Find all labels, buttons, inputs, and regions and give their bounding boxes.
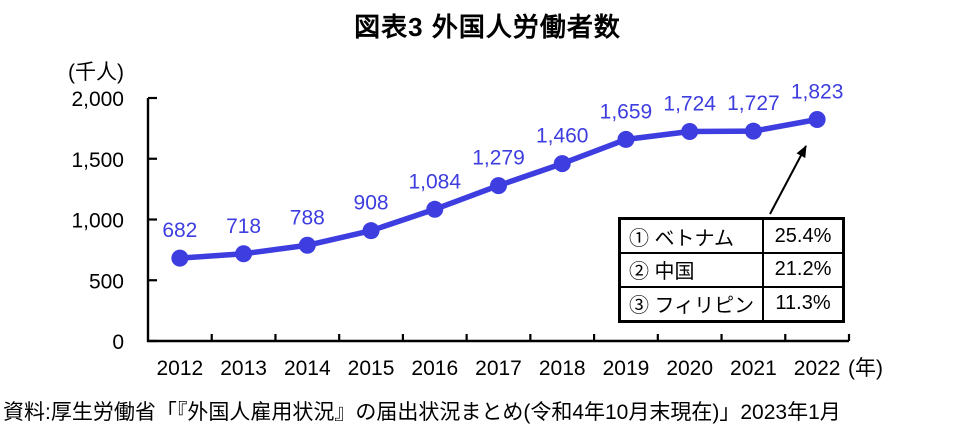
data-point-label: 682 [162, 219, 197, 242]
data-point [553, 155, 571, 173]
x-axis-tick-label: 2015 [348, 357, 395, 380]
data-point-label: 908 [354, 192, 389, 215]
nationality-ranking-table: ① ベトナム 25.4% ② 中国 21.2% ③ フィリピン 11.3% [618, 217, 845, 323]
annotation-arrow [769, 145, 807, 215]
data-point-label: 718 [226, 215, 261, 238]
x-axis-tick-label: 2022 [794, 357, 841, 380]
y-axis-tick-label: 1,500 [71, 149, 124, 172]
y-axis-unit-label: (千人) [68, 61, 124, 84]
x-axis-tick-label: 2012 [157, 357, 204, 380]
x-axis-tick-label: 2021 [730, 357, 777, 380]
data-point [235, 245, 253, 263]
table-row: ③ フィリピン 11.3% [618, 285, 845, 323]
data-point [171, 249, 189, 267]
data-point [426, 200, 444, 218]
source-note: 資料:厚生労働省「『外国人雇用状況』の届出状況まとめ(令和4年10月末現在)」2… [3, 401, 841, 424]
x-axis-tick-label: 2020 [666, 357, 713, 380]
rank-percent: 25.4% [762, 217, 845, 255]
data-point-label: 1,727 [727, 92, 780, 115]
x-axis-tick-label: 2018 [539, 357, 586, 380]
data-point-label: 1,724 [663, 93, 716, 116]
data-point-label: 1,084 [408, 170, 461, 193]
rank-percent: 21.2% [762, 252, 845, 288]
chart-title: 図表3 外国人労働者数 [354, 12, 621, 42]
x-axis-tick-label: 2017 [475, 357, 522, 380]
table-row: ① ベトナム 25.4% [618, 217, 845, 255]
rank-label: ② 中国 [618, 252, 764, 288]
data-point [617, 130, 635, 148]
rank-label: ③ フィリピン [618, 285, 764, 323]
data-point [744, 122, 762, 140]
x-axis-unit-label: (年) [848, 357, 883, 380]
data-point-label: 1,659 [600, 100, 653, 123]
x-axis-tick-label: 2014 [284, 357, 331, 380]
data-point [808, 111, 826, 129]
x-axis-tick-label: 2013 [220, 357, 267, 380]
y-axis-tick-label: 2,000 [71, 88, 124, 111]
data-point [362, 222, 380, 240]
data-point-label: 1,279 [472, 147, 525, 170]
y-axis-tick-label: 1,000 [71, 210, 124, 233]
data-point [681, 123, 699, 141]
table-row: ② 中国 21.2% [618, 252, 845, 288]
x-axis-tick-label: 2016 [411, 357, 458, 380]
x-axis-tick-label: 2019 [603, 357, 650, 380]
series-foreign-workers: 682 718 788 908 1,084 1,279 1,460 1,659 1,724 1,7… [162, 81, 843, 267]
y-axis-tick-label: 500 [89, 270, 124, 293]
axes: 0 500 1,000 1,500 2,000 2012 2013 2014 2015 2016 2… [68, 61, 883, 380]
data-point-label: 788 [290, 206, 325, 229]
y-axis-tick-label: 0 [112, 331, 124, 354]
data-point-label: 1,823 [791, 81, 844, 104]
data-point [298, 236, 316, 254]
rank-label: ① ベトナム [618, 217, 764, 255]
data-point-label: 1,460 [536, 125, 589, 148]
data-point [490, 177, 507, 195]
rank-percent: 11.3% [762, 285, 845, 323]
